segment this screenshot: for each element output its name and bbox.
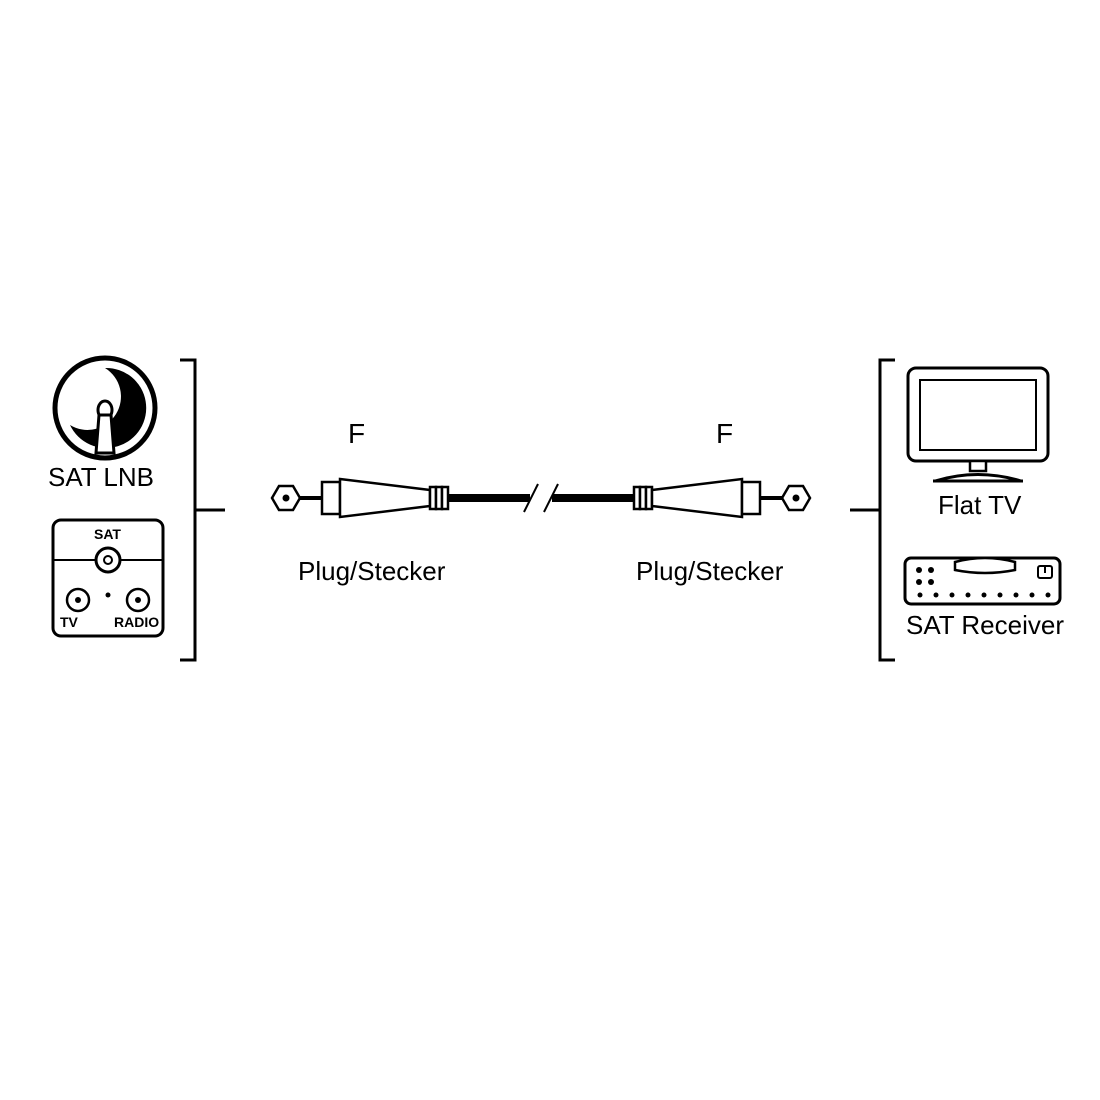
flat-tv-label: Flat TV: [938, 490, 1021, 521]
f-right-label: F: [716, 418, 733, 450]
right-plug: [634, 479, 760, 517]
right-socket-hex: [782, 486, 810, 510]
flat-tv-icon: [908, 368, 1048, 481]
tv-label: TV: [60, 614, 78, 630]
connection-diagram: [0, 0, 1100, 1100]
right-bracket: [850, 360, 895, 660]
left-bracket: [180, 360, 225, 660]
sat-receiver-label: SAT Receiver: [906, 610, 1064, 641]
sat-lnb-icon: [55, 358, 155, 458]
sat-lnb-label: SAT LNB: [48, 462, 154, 493]
f-left-label: F: [348, 418, 365, 450]
left-plug: [322, 479, 448, 517]
sat-receiver-icon: [905, 558, 1060, 604]
left-socket-hex: [272, 486, 300, 510]
radio-label: RADIO: [114, 614, 159, 630]
plug-right-label: Plug/Stecker: [636, 556, 783, 587]
sat-label: SAT: [94, 526, 121, 542]
plug-left-label: Plug/Stecker: [298, 556, 445, 587]
